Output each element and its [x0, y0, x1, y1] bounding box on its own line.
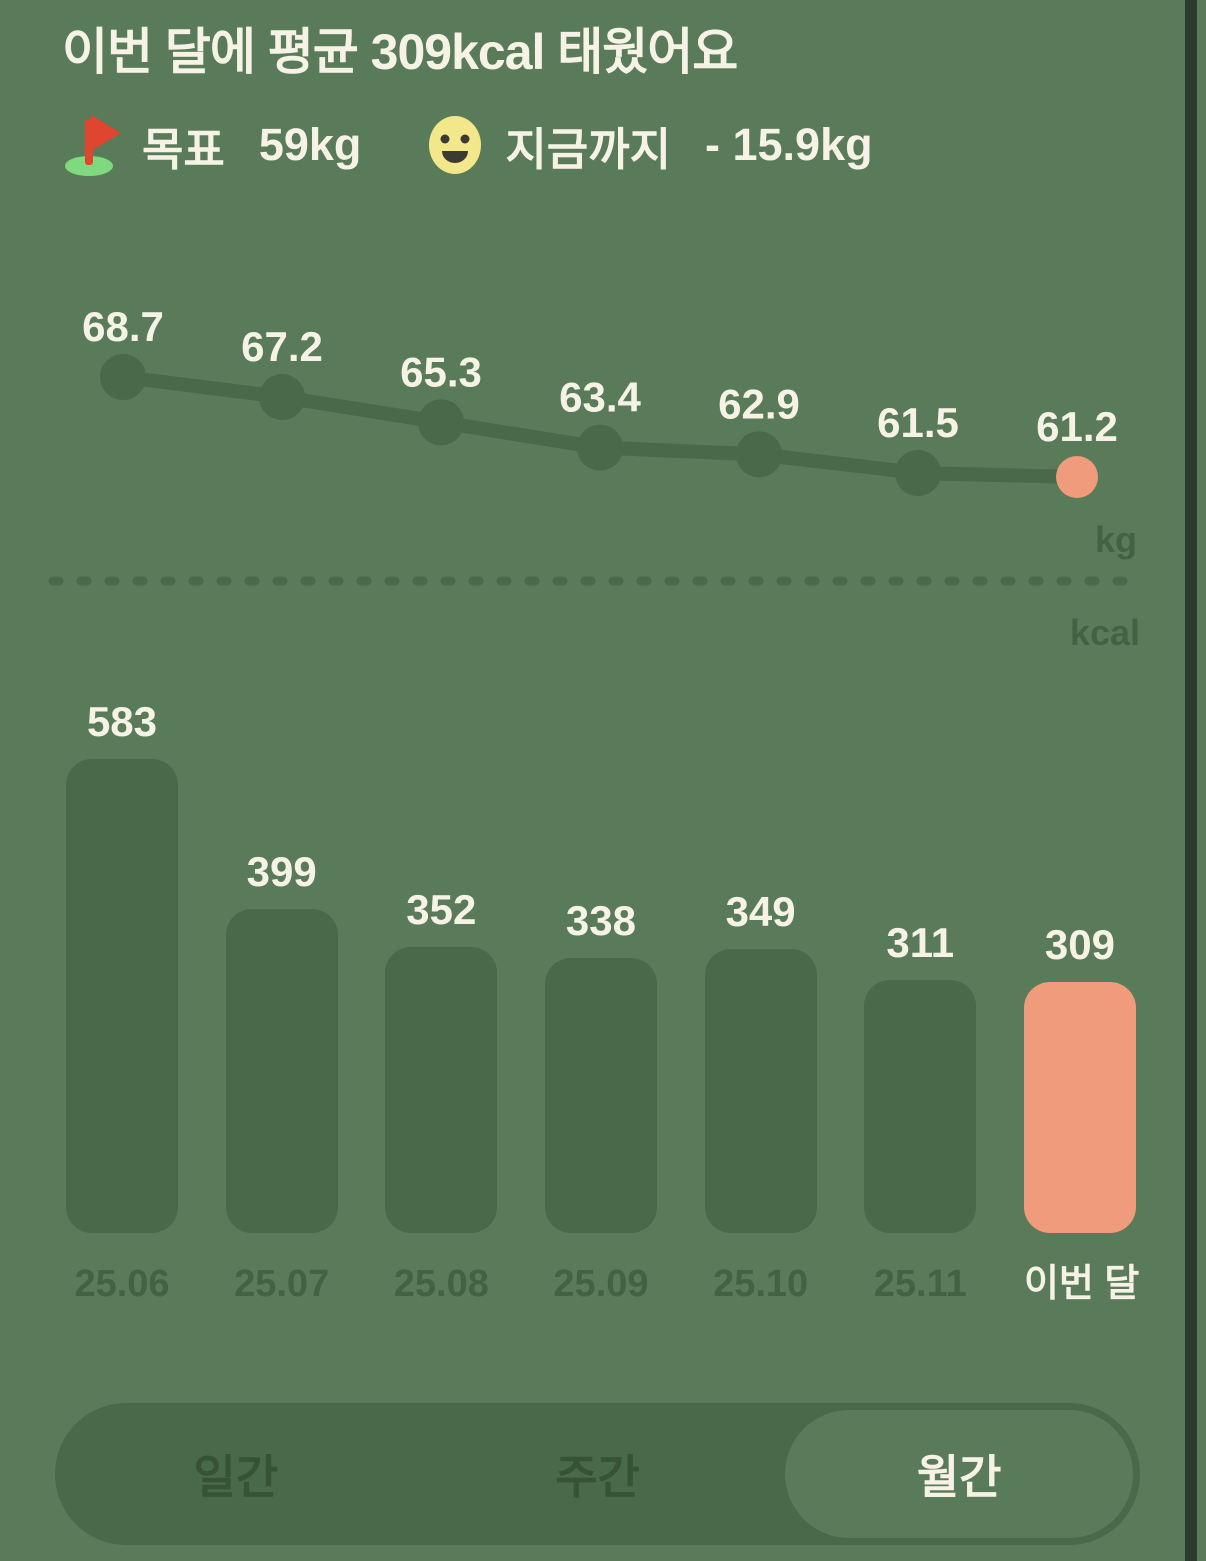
line-point — [100, 354, 146, 400]
bar-value-label: 583 — [86, 698, 158, 745]
bar-value-label: 399 — [246, 848, 317, 895]
line-point-label: 62.9 — [718, 380, 800, 427]
kg-unit-label: kg — [1095, 519, 1137, 560]
axis-label: 25.09 — [553, 1263, 649, 1305]
progress-label: 지금까지 — [505, 123, 671, 175]
axis-label: 25.10 — [713, 1263, 809, 1305]
line-point — [895, 449, 941, 496]
period-tab-bar: 일간 주간 월간 — [55, 1403, 1140, 1545]
axis-label: 25.06 — [74, 1263, 170, 1305]
bar[interactable] — [864, 980, 977, 1233]
line-point — [259, 373, 305, 420]
line-point-label: 61.5 — [877, 399, 959, 446]
bar-axis-labels: 25.06 25.07 25.08 25.09 25.10 25.11 이번 달 — [66, 1262, 1140, 1308]
bar-column: 311 — [864, 688, 977, 1233]
progress-value: - 15.9kg — [705, 119, 873, 170]
scrollbar[interactable] — [1185, 0, 1197, 1561]
bar-column: 399 — [225, 688, 338, 1233]
tab-weekly[interactable]: 주간 — [555, 1451, 640, 1503]
tab-daily[interactable]: 일간 — [193, 1451, 279, 1503]
tab-monthly[interactable]: 월간 — [785, 1410, 1134, 1538]
goal-value: 59kg — [258, 119, 362, 170]
line-point — [418, 399, 464, 446]
line-point — [577, 424, 623, 471]
line-point-label: 63.4 — [559, 374, 641, 421]
dashed-divider — [48, 576, 1148, 586]
goal-label: 목표 — [142, 123, 225, 175]
calorie-bar-chart: 583 399 352 338 349 311 309 — [66, 688, 1136, 1233]
bar-column: 352 — [385, 688, 498, 1233]
line-point-label: 67.2 — [241, 323, 323, 370]
line-point-current — [1056, 455, 1098, 498]
bar-column: 338 — [544, 688, 657, 1233]
line-point-label: 68.7 — [82, 303, 164, 350]
page-title: 이번 달에 평균 309kcal 태웠어요 — [62, 24, 738, 80]
bar[interactable] — [704, 949, 817, 1233]
axis-label: 25.07 — [234, 1263, 330, 1305]
bar-column: 583 — [66, 688, 178, 1233]
bar[interactable] — [544, 958, 657, 1233]
weight-line-chart: 68.7 67.2 65.3 63.4 62.9 61.5 61.2 kg — [82, 303, 1137, 560]
axis-label: 25.08 — [393, 1263, 489, 1305]
smiley-face-icon — [427, 113, 485, 177]
kcal-unit-label: kcal — [1069, 612, 1140, 653]
bar-value-label: 311 — [886, 919, 955, 966]
bar-column: 309 — [1023, 688, 1136, 1233]
bar[interactable] — [66, 759, 178, 1233]
bar-value-label: 349 — [725, 888, 796, 935]
bar-value-label: 352 — [406, 886, 477, 933]
bar-column: 349 — [704, 688, 817, 1233]
bar-value-label: 338 — [565, 897, 636, 944]
axis-label: 이번 달 — [1023, 1263, 1140, 1305]
summary-row: 목표 59kg 지금까지 - 15.9kg — [64, 110, 873, 180]
bar-current-month[interactable] — [1023, 982, 1136, 1233]
line-point-label: 61.2 — [1036, 403, 1118, 450]
axis-label: 25.11 — [873, 1263, 967, 1305]
goal-flag-icon — [64, 113, 122, 177]
bar-value-label: 309 — [1044, 921, 1115, 968]
line-point — [736, 431, 782, 478]
line-point-label: 65.3 — [400, 348, 482, 395]
bar[interactable] — [385, 947, 498, 1233]
bar[interactable] — [225, 909, 338, 1233]
